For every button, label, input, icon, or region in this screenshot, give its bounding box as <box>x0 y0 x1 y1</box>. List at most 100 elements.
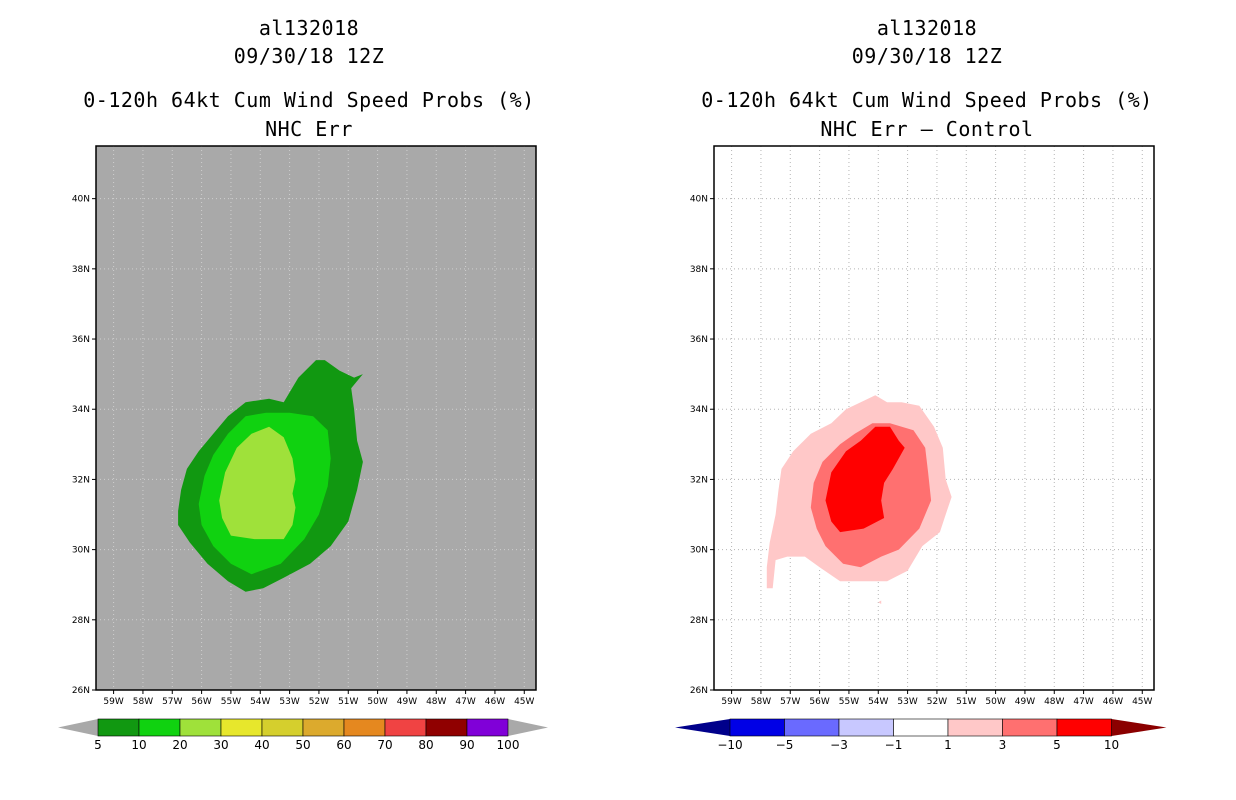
colorbar-bin <box>138 718 181 737</box>
colorbar-label: 10 <box>131 738 146 752</box>
x-tick-label: 59W <box>103 697 123 707</box>
colorbar-bin <box>893 718 949 737</box>
colorbar-bin <box>784 718 840 737</box>
colorbar-bin <box>1002 718 1058 737</box>
colorbar-extend-high <box>1111 719 1167 736</box>
x-tick-label: 47W <box>1073 697 1093 707</box>
x-tick-label: 57W <box>162 697 182 707</box>
colorbar-bin <box>1056 718 1112 737</box>
colorbar-label: 70 <box>377 738 392 752</box>
y-tick-label: 32N <box>690 475 708 485</box>
y-tick-label: 30N <box>72 546 90 556</box>
colorbar-extend-low <box>58 719 98 736</box>
colorbar-bin <box>261 718 304 737</box>
chart-subtitle: NHC Err – Control <box>820 117 1034 141</box>
x-tick-label: 56W <box>809 697 829 707</box>
x-tick-label: 52W <box>927 697 947 707</box>
colorbar-label: 5 <box>94 738 102 752</box>
right-panel: al132018 09/30/18 12Z 0-120h 64kt Cum Wi… <box>618 0 1236 800</box>
colorbar-label: 20 <box>172 738 187 752</box>
y-tick-label: 32N <box>72 475 90 485</box>
colorbar-bin <box>343 718 386 737</box>
colorbar-label: 40 <box>254 738 269 752</box>
chart-title: 0-120h 64kt Cum Wind Speed Probs (%) <box>83 88 535 112</box>
x-tick-label: 53W <box>279 697 299 707</box>
plot-frame <box>713 145 1155 691</box>
colorbar-extend-low <box>675 719 730 736</box>
colorbar-label: −1 <box>885 738 903 752</box>
x-tick-label: 54W <box>250 697 270 707</box>
colorbar-bin <box>97 718 140 737</box>
y-tick-label: 38N <box>690 265 708 275</box>
x-tick-label: 46W <box>1103 697 1123 707</box>
y-tick-label: 28N <box>690 616 708 626</box>
x-tick-label: 55W <box>221 697 241 707</box>
colorbar-label: 5 <box>1053 738 1061 752</box>
x-tick-label: 58W <box>133 697 153 707</box>
x-tick-label: 53W <box>897 697 917 707</box>
contour-5-10 <box>825 426 905 533</box>
x-tick-label: 48W <box>1044 697 1064 707</box>
x-tick-label: 58W <box>751 697 771 707</box>
x-tick-label: 54W <box>868 697 888 707</box>
x-tick-label: 55W <box>839 697 859 707</box>
chart-title: 0-120h 64kt Cum Wind Speed Probs (%) <box>701 88 1153 112</box>
y-tick-label: 26N <box>72 686 90 696</box>
colorbar-label: 80 <box>418 738 433 752</box>
x-tick-label: 45W <box>514 697 534 707</box>
colorbar-label: −5 <box>776 738 794 752</box>
y-tick-label: 34N <box>72 405 90 415</box>
colorbar-bin <box>466 718 509 737</box>
x-tick-label: 50W <box>367 697 387 707</box>
x-tick-label: 59W <box>721 697 741 707</box>
x-tick-label: 48W <box>426 697 446 707</box>
colorbar-label: 30 <box>213 738 228 752</box>
y-tick-label: 36N <box>690 335 708 345</box>
colorbar-label: 3 <box>999 738 1007 752</box>
colorbar-label: 60 <box>336 738 351 752</box>
x-tick-label: 51W <box>956 697 976 707</box>
colorbar-bin <box>729 718 785 737</box>
x-tick-label: 50W <box>985 697 1005 707</box>
colorbar-bin <box>947 718 1003 737</box>
x-tick-label: 52W <box>309 697 329 707</box>
x-tick-label: 46W <box>485 697 505 707</box>
datetime: 09/30/18 12Z <box>233 44 385 68</box>
y-tick-label: 40N <box>690 195 708 205</box>
x-tick-label: 56W <box>191 697 211 707</box>
x-tick-label: 47W <box>455 697 475 707</box>
y-tick-label: 28N <box>72 616 90 626</box>
chart-subtitle: NHC Err <box>265 117 353 141</box>
y-tick-label: 34N <box>690 405 708 415</box>
colorbar-label: 90 <box>459 738 474 752</box>
colorbar-bin <box>302 718 345 737</box>
plot-background <box>714 146 1154 690</box>
x-tick-label: 49W <box>1015 697 1035 707</box>
colorbar-bin <box>384 718 427 737</box>
colorbar-label: 10 <box>1104 738 1119 752</box>
x-tick-label: 57W <box>780 697 800 707</box>
storm-id: al132018 <box>258 16 360 40</box>
colorbar-label: 100 <box>497 738 520 752</box>
contour-1-3 <box>878 600 882 604</box>
colorbar-label: 1 <box>944 738 952 752</box>
x-tick-label: 49W <box>397 697 417 707</box>
difference-map: 59W 58W 57W 56W 55W 54W 53W 52W 51W 50W 49W 48W 47W 4… <box>675 145 1167 752</box>
colorbar-bin <box>179 718 222 737</box>
x-tick-label: 51W <box>338 697 358 707</box>
contour-20-30 <box>219 426 296 540</box>
plot-frame <box>95 145 537 691</box>
colorbar-bin <box>220 718 263 737</box>
storm-id: al132018 <box>876 16 978 40</box>
colorbar-extend-high <box>508 719 548 736</box>
y-tick-label: 36N <box>72 335 90 345</box>
colorbar-bin <box>425 718 468 737</box>
y-tick-label: 38N <box>72 265 90 275</box>
x-tick-label: 45W <box>1132 697 1152 707</box>
colorbar-bin <box>838 718 894 737</box>
colorbar-label: −3 <box>830 738 848 752</box>
colorbar-label: −10 <box>717 738 742 752</box>
y-tick-label: 40N <box>72 195 90 205</box>
y-tick-label: 30N <box>690 546 708 556</box>
colorbar-label: 50 <box>295 738 310 752</box>
